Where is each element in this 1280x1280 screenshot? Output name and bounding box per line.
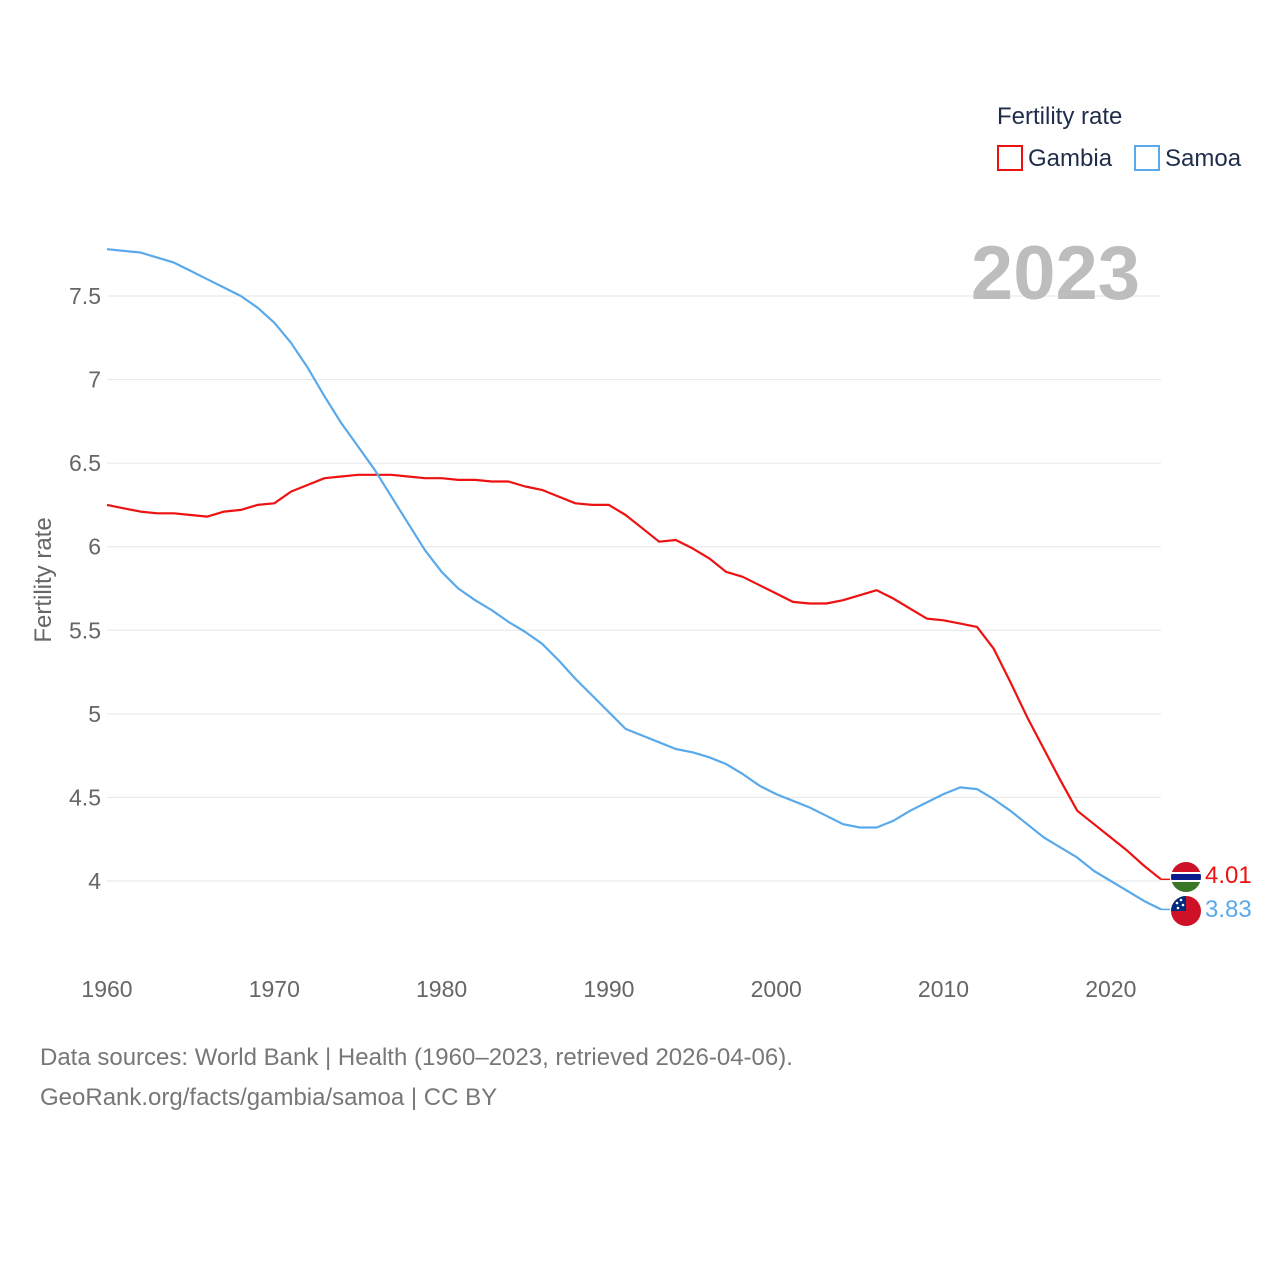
fertility-chart: 4 4.5 5 5.5 6 6.5 7 7.5 1960 1970 1980 1990 2000 201…: [30, 103, 1252, 1002]
legend: Fertility rate Gambia Samoa: [997, 103, 1242, 172]
year-watermark: 2023: [971, 231, 1140, 316]
y-tick-label: 6.5: [69, 450, 101, 476]
end-value-samoa: 3.83: [1205, 896, 1252, 923]
samoa-flag-icon: [1171, 896, 1201, 926]
credit-link[interactable]: GeoRank.org/facts/gambia/samoa | CC BY: [40, 1084, 498, 1111]
legend-swatch-samoa[interactable]: [1134, 145, 1160, 171]
y-axis-label: Fertility rate: [30, 517, 57, 642]
y-tick-label: 5: [88, 701, 101, 727]
y-tick-label: 7: [88, 367, 101, 393]
y-axis-ticks: 4 4.5 5 5.5 6 6.5 7 7.5: [69, 283, 101, 894]
y-tick-label: 7.5: [69, 283, 101, 309]
series-line-samoa[interactable]: [106, 248, 1162, 911]
series-line-gambia[interactable]: [106, 473, 1162, 881]
x-tick-label: 2020: [1085, 976, 1136, 1002]
x-tick-label: 1980: [416, 976, 467, 1002]
x-tick-label: 1970: [249, 976, 300, 1002]
grid-lines: [107, 295, 1161, 882]
y-tick-label: 6: [88, 534, 101, 560]
y-tick-label: 4.5: [69, 784, 101, 810]
legend-label-samoa[interactable]: Samoa: [1165, 145, 1242, 172]
legend-label-gambia[interactable]: Gambia: [1028, 145, 1113, 172]
x-tick-label: 1990: [583, 976, 634, 1002]
y-tick-label: 5.5: [69, 617, 101, 643]
gambia-flag-icon: [1171, 862, 1201, 892]
x-tick-label: 2000: [751, 976, 802, 1002]
end-value-gambia: 4.01: [1205, 862, 1252, 889]
legend-title: Fertility rate: [997, 103, 1122, 130]
y-tick-label: 4: [88, 868, 101, 894]
series-lines: [106, 248, 1170, 911]
x-tick-label: 2010: [918, 976, 969, 1002]
x-tick-label: 1960: [81, 976, 132, 1002]
data-sources: Data sources: World Bank | Health (1960–…: [40, 1044, 793, 1071]
legend-swatch-gambia[interactable]: [997, 145, 1023, 171]
x-axis-ticks: 1960 1970 1980 1990 2000 2010 2020: [81, 976, 1136, 1002]
